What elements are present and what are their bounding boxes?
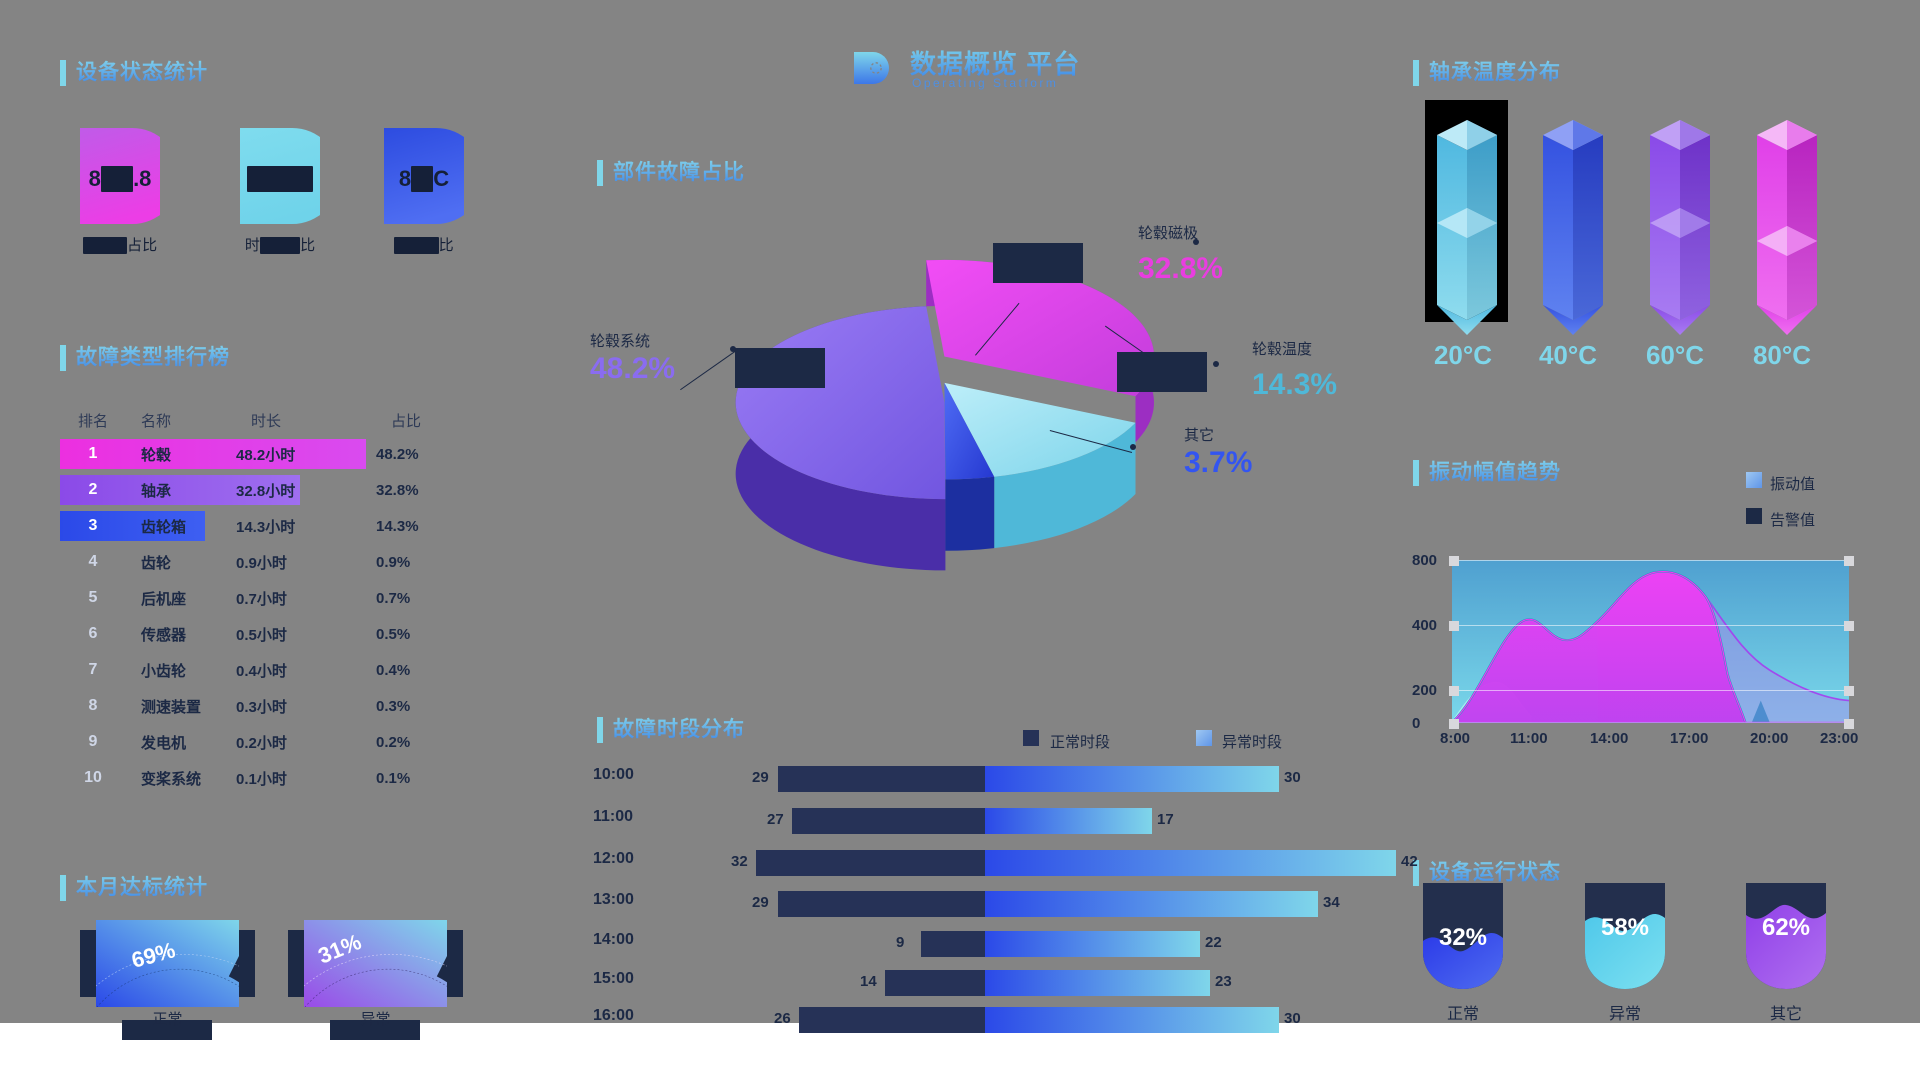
svg-text:32%: 32% <box>1439 924 1487 951</box>
svg-text:58%: 58% <box>1601 914 1649 941</box>
svg-text:62%: 62% <box>1762 914 1810 941</box>
